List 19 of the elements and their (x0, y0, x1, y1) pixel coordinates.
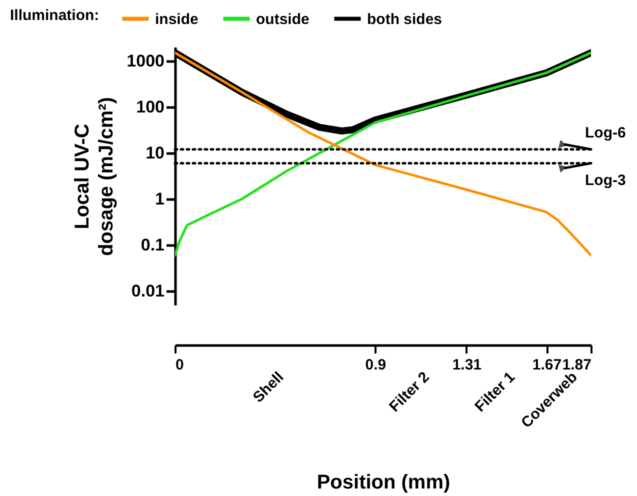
legend-label: outside (256, 10, 310, 28)
x-tick-label: 1.67 (532, 356, 562, 374)
x-tick-label: 1.87 (562, 356, 592, 374)
y-tick-label: 0.1 (140, 236, 164, 255)
ref-line-label: Log-3 (585, 172, 626, 190)
x-tick-label: 1.31 (452, 356, 482, 374)
y-tick-label: 1 (155, 190, 164, 209)
ref-line-label: Log-6 (585, 124, 626, 142)
x-tick-label: 0 (176, 356, 184, 374)
y-axis-title: Local UV-C dosage (mJ/cm²) (72, 97, 118, 256)
legend-title: Illumination: (10, 7, 100, 24)
x-tick-label: 0.9 (365, 356, 386, 374)
y-tick-label: 0.01 (131, 282, 164, 301)
y-tick-label: 100 (136, 97, 164, 116)
y-tick-label: 1000 (126, 51, 164, 70)
legend-label: both sides (367, 10, 442, 28)
x-axis-title: Position (mm) (316, 472, 450, 494)
legend-label: inside (155, 10, 198, 28)
y-tick-label: 10 (146, 143, 164, 162)
